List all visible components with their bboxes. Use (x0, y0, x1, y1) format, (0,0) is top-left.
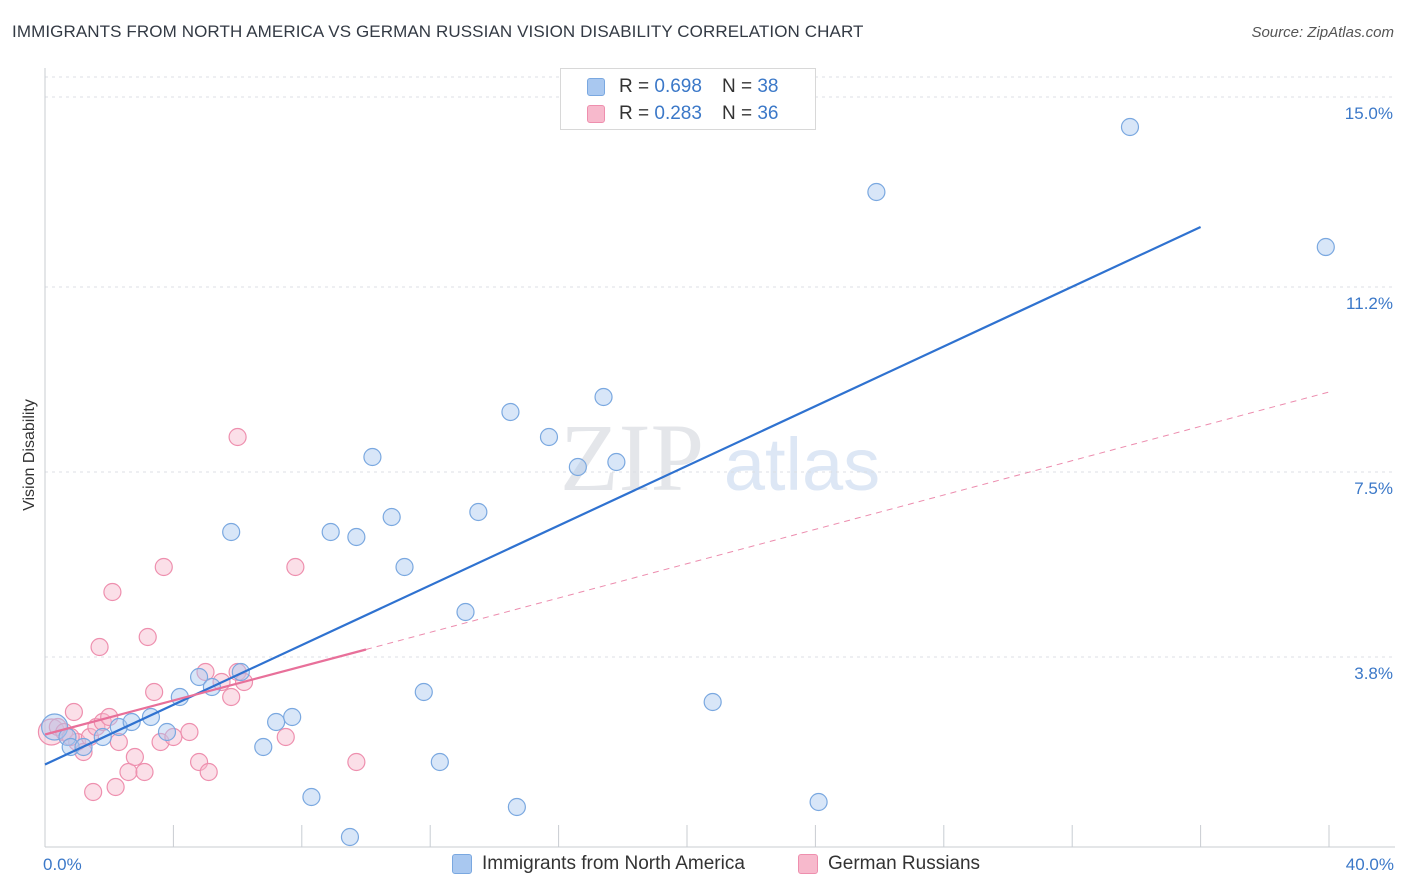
data-point (90, 637, 109, 657)
correlation-legend: R = 0.698 N = 38 R = 0.283 N = 36 (560, 68, 816, 130)
data-point (199, 762, 218, 782)
data-point (363, 447, 382, 467)
data-point (607, 452, 626, 472)
legend-n-value: 36 (757, 103, 779, 124)
y-tick-label: 3.8% (1354, 664, 1393, 683)
data-point (106, 777, 125, 797)
data-point (430, 752, 449, 772)
data-point (283, 707, 302, 727)
data-point (302, 787, 321, 807)
legend-swatch-immigrants (587, 78, 605, 96)
gridlines (45, 76, 1395, 658)
data-point (180, 722, 199, 742)
data-point (84, 782, 103, 802)
data-point (286, 557, 305, 577)
legend-r-label: R = (619, 76, 650, 97)
data-point (456, 602, 475, 622)
data-point (125, 747, 144, 767)
legend-n-value: 38 (757, 76, 779, 97)
y-tick-label: 15.0% (1345, 104, 1393, 123)
legend-n-label: N = (721, 103, 753, 124)
data-point (321, 522, 340, 542)
data-point (254, 737, 273, 757)
data-point (189, 752, 209, 772)
data-point (157, 722, 177, 742)
trend-lines (365, 391, 1330, 650)
data-point (135, 762, 154, 782)
data-point (703, 692, 722, 712)
data-point (507, 797, 526, 817)
data-point (228, 427, 247, 447)
bottom-legend-swatch-german-russians (798, 854, 818, 874)
data-point (594, 387, 613, 407)
data-point (267, 712, 286, 732)
y-axis-label: Vision Disability (21, 399, 38, 511)
data-point (154, 557, 173, 577)
watermark-atlas: atlas (724, 423, 880, 506)
data-point (347, 752, 366, 772)
y-tick-label: 11.2% (1346, 294, 1393, 313)
data-point (231, 662, 250, 682)
data-point (395, 557, 414, 577)
legend-swatch-german-russians (587, 105, 605, 123)
data-point (539, 427, 559, 447)
bottom-legend-swatch-immigrants (452, 854, 472, 874)
legend-r-value: 0.283 (654, 103, 702, 124)
data-point (1316, 237, 1335, 257)
legend-r-label: R = (619, 103, 650, 124)
data-point (568, 457, 587, 477)
data-point (347, 527, 366, 547)
tick-labels: 3.8% 7.5% 11.2% 15.0% 0.0% 40.0% (43, 104, 1394, 874)
data-point (382, 507, 401, 527)
data-point (222, 522, 241, 542)
chart-title: IMMIGRANTS FROM NORTH AMERICA VS GERMAN … (12, 22, 864, 41)
legend-row-immigrants: R = 0.698 N = 38 (587, 74, 778, 100)
data-point (119, 762, 138, 782)
data-point (222, 687, 241, 707)
data-point (809, 792, 828, 812)
x-tick-label: 0.0% (43, 855, 82, 874)
data-point (414, 682, 433, 702)
data-point (64, 702, 83, 722)
data-point (138, 627, 157, 647)
legend-n-label: N = (721, 76, 753, 97)
data-point (501, 402, 520, 422)
data-point (276, 727, 295, 747)
axes (44, 68, 1395, 848)
trend-line-dashed (365, 391, 1330, 650)
y-tick-label: 7.5% (1354, 479, 1393, 498)
bottom-legend-german-russians: German Russians (798, 850, 980, 878)
bottom-legend-label: Immigrants from North America (482, 853, 745, 874)
data-point (145, 682, 164, 702)
watermark-zip: ZIP (560, 404, 704, 511)
trend-line (44, 226, 1202, 766)
trend-line (44, 648, 367, 736)
source-credit: Source: ZipAtlas.com (1251, 24, 1394, 41)
data-point (189, 667, 209, 687)
bottom-legend-immigrants: Immigrants from North America (452, 850, 745, 878)
data-point (867, 182, 886, 202)
data-point (340, 827, 360, 847)
data-point (103, 582, 122, 602)
bottom-legend-label: German Russians (828, 853, 981, 874)
data-point (1120, 117, 1140, 137)
legend-row-german-russians: R = 0.283 N = 36 (587, 101, 778, 127)
legend-r-value: 0.698 (654, 76, 702, 97)
x-tick-label: 40.0% (1346, 855, 1394, 874)
data-points (37, 117, 1335, 847)
data-point (469, 502, 488, 522)
